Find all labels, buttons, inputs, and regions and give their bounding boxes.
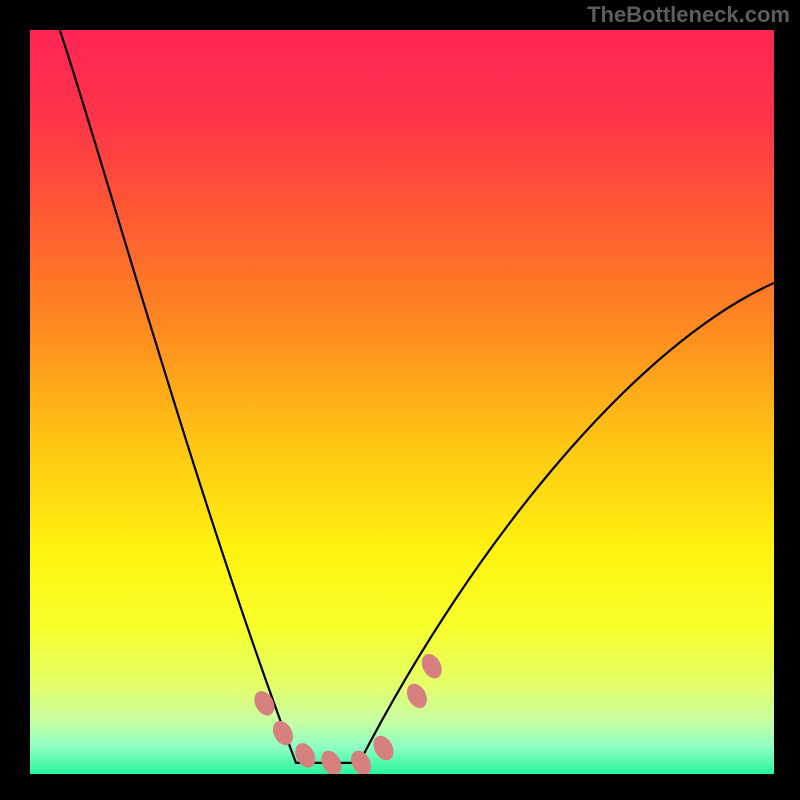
chart-background — [30, 30, 774, 774]
canvas: TheBottleneck.com — [0, 0, 800, 800]
chart-svg — [30, 30, 774, 774]
watermark-text: TheBottleneck.com — [587, 2, 790, 28]
plot-area — [30, 30, 774, 774]
